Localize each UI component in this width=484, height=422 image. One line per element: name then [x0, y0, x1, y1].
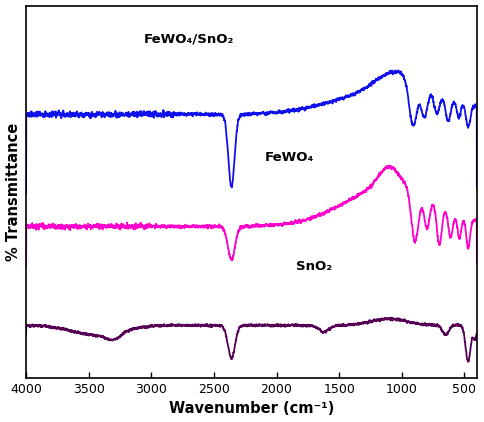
X-axis label: Wavenumber (cm⁻¹): Wavenumber (cm⁻¹) — [169, 401, 334, 417]
Text: FeWO₄: FeWO₄ — [264, 151, 314, 164]
Text: FeWO₄/SnO₂: FeWO₄/SnO₂ — [144, 32, 234, 45]
Y-axis label: % Transmittance: % Transmittance — [5, 123, 20, 261]
Text: SnO₂: SnO₂ — [296, 260, 332, 273]
